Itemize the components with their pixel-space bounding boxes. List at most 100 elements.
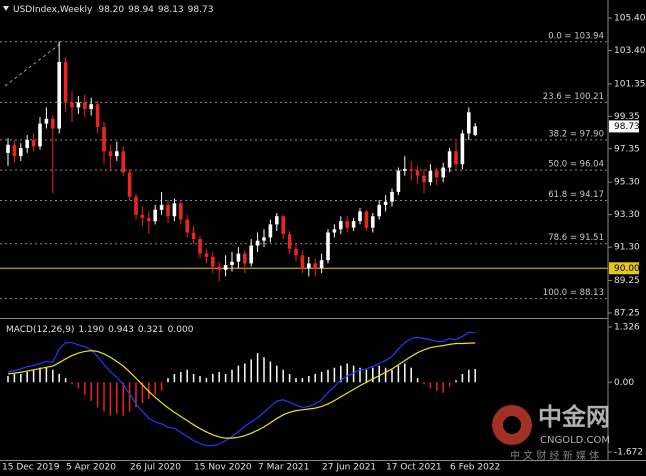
candle-body	[159, 204, 164, 210]
y-tick-label: 91.30	[614, 243, 640, 253]
candle-body	[268, 224, 273, 238]
candle-body	[383, 201, 388, 205]
y-tick-label: 87.25	[614, 308, 640, 318]
candle-body	[6, 144, 10, 153]
y-tick-label: 89.25	[614, 276, 640, 286]
macd-line	[7, 331, 476, 447]
candle-body	[287, 234, 292, 249]
candle-body	[403, 169, 407, 171]
macd-value: 1.190	[78, 325, 104, 335]
candle-body	[121, 151, 125, 173]
candle-body	[76, 102, 81, 108]
candle-body	[339, 221, 343, 230]
fib-label: 61.8 = 94.17	[548, 190, 604, 200]
ohlc-value: 98.73	[188, 5, 214, 15]
watermark: 中金网 CNGOLD.COM 中 文 财 经 新 媒 体	[492, 403, 610, 462]
candle-body	[371, 216, 375, 228]
candle-body	[191, 232, 196, 240]
x-tick-label: 27 Jun 2021	[322, 463, 376, 473]
x-tick-label: 6 Feb 2022	[450, 463, 500, 473]
y-tick-label: 97.35	[614, 144, 640, 154]
candle-body	[396, 170, 401, 192]
candle-body	[454, 151, 458, 165]
candle-body	[127, 172, 132, 197]
candle-body	[441, 167, 445, 178]
y-tick-label: -1.672	[614, 447, 643, 457]
candle-body	[211, 256, 215, 267]
candle-body	[377, 204, 381, 217]
fib-label: 100.0 = 88.13	[543, 288, 604, 298]
candle-body	[153, 209, 157, 222]
candle-body	[255, 240, 260, 246]
macd-title: MACD(12,26,9)	[6, 325, 74, 335]
y-tick-label: 0.00	[614, 378, 634, 388]
candle-body	[313, 263, 317, 269]
candle-body	[140, 214, 145, 218]
level-label: 90.00	[614, 264, 640, 274]
candle-body	[223, 265, 228, 270]
symbol: USDIndex,Weekly	[13, 5, 93, 15]
menu-icon	[3, 6, 9, 11]
candle-body	[44, 118, 49, 124]
y-tick-label: 1.326	[614, 323, 640, 333]
level-box	[609, 262, 639, 275]
candle-body	[249, 245, 253, 264]
candle-body	[473, 126, 477, 136]
candle-body	[390, 191, 394, 202]
fib-label: 78.6 = 91.51	[548, 233, 604, 243]
fib-label: 38.2 = 97.90	[548, 129, 604, 139]
ohlc-value: 98.20	[98, 5, 124, 15]
candle-body	[89, 104, 93, 110]
y-tick-label: 101.35	[614, 79, 646, 89]
candle-body	[25, 139, 29, 149]
x-tick-label: 17 Oct 2021	[386, 463, 442, 473]
candle-body	[319, 260, 324, 269]
candle-body	[294, 248, 298, 256]
candle-body	[447, 151, 452, 168]
x-tick-label: 15 Dec 2019	[2, 463, 60, 473]
candle-body	[115, 151, 119, 157]
candle-body	[262, 237, 266, 241]
candle-body	[134, 196, 138, 215]
candle-body	[217, 266, 221, 270]
candle-body	[275, 216, 279, 225]
macd-header: MACD(12,26,9) 1.190 0.943 0.321 0.000	[6, 325, 194, 335]
candle-body	[179, 203, 183, 220]
y-tick-label: 95.30	[614, 178, 640, 188]
ohlc-value: 98.13	[158, 5, 184, 15]
candle-body	[332, 229, 337, 233]
candle-body	[102, 126, 106, 152]
candle-body	[326, 232, 330, 261]
candle-body	[185, 219, 189, 233]
candle-body	[428, 170, 433, 183]
y-tick-label: 99.35	[614, 112, 640, 122]
candle-body	[166, 204, 170, 217]
macd-value: 0.000	[168, 325, 194, 335]
candle-body	[307, 263, 311, 269]
candle-body	[345, 221, 349, 228]
candle-body	[12, 144, 17, 157]
ohlc-value: 98.94	[128, 5, 154, 15]
watermark-tagline: 中 文 财 经 新 媒 体	[510, 449, 599, 462]
candle-body	[230, 261, 234, 266]
candle-body	[467, 112, 471, 134]
macd-value: 0.943	[108, 325, 134, 335]
candle-body	[364, 211, 369, 228]
x-tick-label: 7 Mar 2021	[258, 463, 309, 473]
watermark-logo-inner	[503, 416, 521, 434]
candle-body	[351, 221, 356, 228]
watermark-brand: 中金网	[538, 403, 610, 431]
candle-body	[204, 253, 209, 257]
last-price-label: 98.73	[614, 122, 640, 132]
candle-body	[435, 170, 439, 178]
candle-body	[57, 61, 61, 129]
candle-body	[108, 151, 113, 157]
candle-body	[31, 139, 36, 147]
candle-body	[83, 102, 87, 110]
candle-body	[422, 175, 426, 183]
last-price-box	[609, 120, 639, 133]
fib-label: 50.0 = 96.04	[548, 160, 604, 170]
